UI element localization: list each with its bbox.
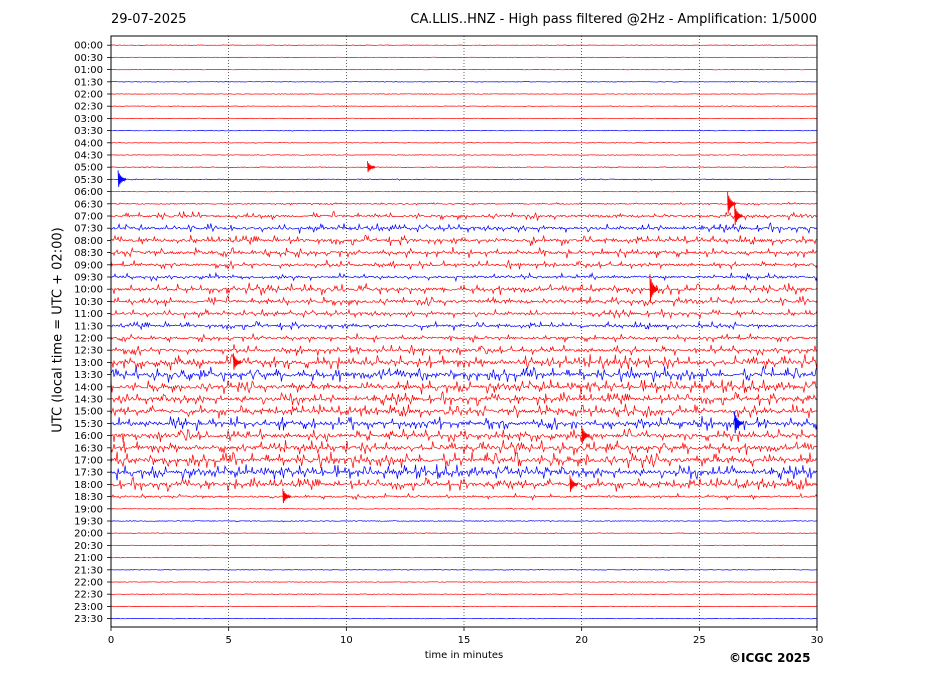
trace-row-0600 <box>111 190 817 193</box>
y-tick-label: 15:00 <box>74 407 103 418</box>
y-tick-label: 21:30 <box>74 565 103 576</box>
event-mark-9 <box>282 488 292 504</box>
trace-row-0400 <box>110 141 818 144</box>
y-tick-label: 19:30 <box>74 517 103 528</box>
event-mark-5 <box>232 353 242 370</box>
y-axis-label: UTC (local time = UTC + 02:00) <box>50 227 66 433</box>
y-tick-label: 22:30 <box>74 590 103 601</box>
y-tick-label: 16:30 <box>74 443 103 454</box>
trace-row-1100 <box>110 308 818 320</box>
y-tick-label: 11:00 <box>74 309 103 320</box>
trace-row-0330 <box>110 129 818 132</box>
y-tick-label: 00:00 <box>74 41 103 52</box>
y-tick-label: 09:00 <box>74 260 103 271</box>
trace-row-1200 <box>110 333 818 344</box>
y-tick-label: 01:00 <box>74 65 103 76</box>
y-tick-label: 08:30 <box>74 248 103 259</box>
trace-row-1300 <box>110 353 818 371</box>
trace-row-2030 <box>111 544 818 547</box>
x-tick-label: 0 <box>108 635 114 646</box>
y-tick-label: 07:00 <box>74 212 103 223</box>
y-tick-label: 10:00 <box>74 285 103 296</box>
y-tick-label: 14:30 <box>74 395 103 406</box>
y-tick-label: 13:00 <box>74 358 103 369</box>
event-mark-3 <box>734 204 743 226</box>
y-tick-label: 14:00 <box>74 382 103 393</box>
chart-title: CA.LLIS..HNZ - High pass filtered @2Hz -… <box>410 12 817 27</box>
trace-row-2100 <box>110 556 818 559</box>
y-tick-label: 01:30 <box>74 77 103 88</box>
trace-row-0500 <box>110 166 818 169</box>
trace-row-1230 <box>110 344 818 357</box>
event-mark-6 <box>734 411 743 434</box>
y-tick-label: 06:00 <box>74 187 103 198</box>
y-tick-label: 10:30 <box>74 297 103 308</box>
y-tick-label: 03:00 <box>74 114 103 125</box>
event-mark-0 <box>117 170 127 187</box>
y-tick-label: 00:30 <box>74 53 103 64</box>
y-tick-label: 19:00 <box>74 504 103 515</box>
event-mark-8 <box>569 475 579 492</box>
y-tick-label: 04:30 <box>74 151 103 162</box>
x-tick-label: 25 <box>693 635 706 646</box>
y-tick-label: 07:30 <box>74 224 103 235</box>
y-tick-label: 03:30 <box>74 126 103 137</box>
x-tick-label: 5 <box>225 635 231 646</box>
event-mark-2 <box>727 191 736 214</box>
trace-row-1900 <box>110 507 818 510</box>
y-tick-label: 11:30 <box>74 321 103 332</box>
y-tick-label: 04:00 <box>74 138 103 149</box>
trace-row-0430 <box>110 154 818 156</box>
date-label: 29-07-2025 <box>111 12 187 27</box>
y-tick-label: 23:00 <box>74 602 103 613</box>
y-tick-label: 18:30 <box>74 492 103 503</box>
event-mark-7 <box>581 425 590 444</box>
trace-row-0530 <box>110 178 817 181</box>
y-tick-label: 12:30 <box>74 346 103 357</box>
y-tick-label: 16:00 <box>74 431 103 442</box>
x-axis-label: time in minutes <box>424 650 504 661</box>
trace-row-1130 <box>110 320 818 331</box>
y-tick-label: 05:00 <box>74 163 103 174</box>
y-tick-label: 17:00 <box>74 456 103 467</box>
y-tick-label: 09:30 <box>74 273 103 284</box>
y-tick-label: 21:00 <box>74 553 103 564</box>
y-tick-label: 13:30 <box>74 370 103 381</box>
trace-row-0300 <box>110 117 818 120</box>
y-tick-label: 15:30 <box>74 419 103 430</box>
y-tick-label: 20:30 <box>74 541 103 552</box>
copyright-label: ©ICGC 2025 <box>729 651 811 665</box>
y-tick-label: 17:30 <box>74 468 103 479</box>
y-tick-label: 20:00 <box>74 529 103 540</box>
x-tick-label: 10 <box>340 635 353 646</box>
y-tick-label: 12:00 <box>74 334 103 345</box>
y-tick-label: 23:30 <box>74 614 103 625</box>
y-tick-label: 06:30 <box>74 199 103 210</box>
y-tick-label: 02:30 <box>74 102 103 113</box>
x-tick-label: 15 <box>458 635 471 646</box>
event-mark-4 <box>649 274 659 302</box>
plot-frame <box>110 35 818 628</box>
x-tick-label: 30 <box>811 635 824 646</box>
x-tick-label: 20 <box>575 635 588 646</box>
y-tick-label: 02:00 <box>74 90 103 101</box>
trace-row-1830 <box>110 492 818 501</box>
y-tick-label: 05:30 <box>74 175 103 186</box>
event-mark-1 <box>367 161 376 173</box>
y-tick-label: 18:00 <box>74 480 103 491</box>
y-tick-label: 08:00 <box>74 236 103 247</box>
y-tick-label: 22:00 <box>74 578 103 589</box>
trace-row-2000 <box>110 532 818 534</box>
trace-row-1930 <box>110 520 818 523</box>
trace-row-1000 <box>110 282 818 296</box>
